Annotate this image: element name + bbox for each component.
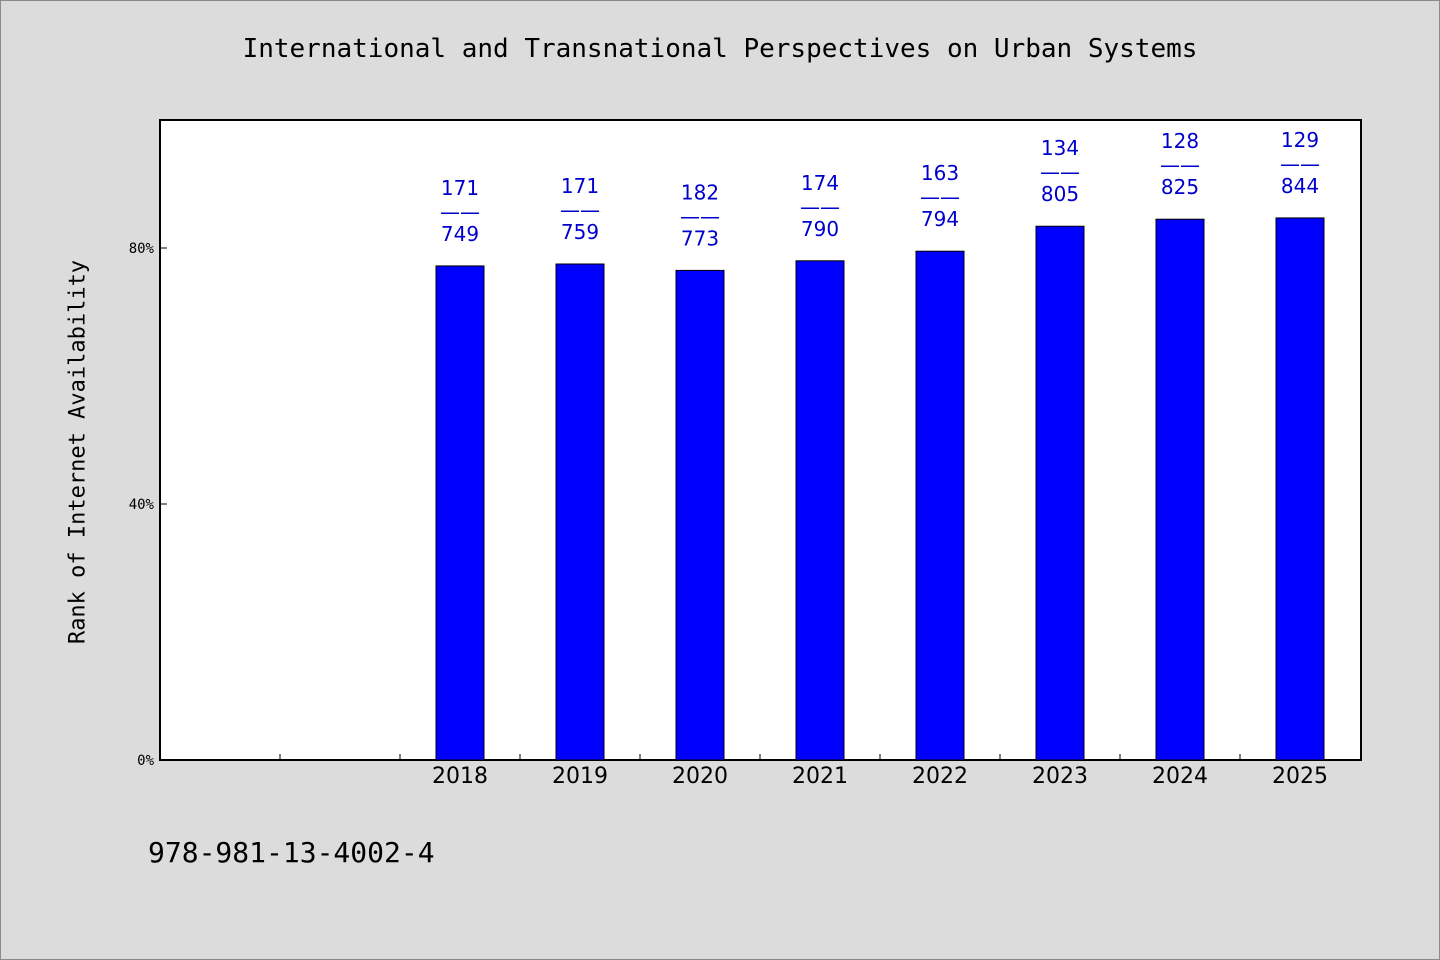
x-tick-label: 2018 bbox=[432, 764, 488, 789]
bar bbox=[1035, 225, 1085, 761]
x-tick-label: 2024 bbox=[1152, 764, 1208, 789]
isbn-text: 978-981-13-4002-4 bbox=[148, 836, 435, 869]
x-tick-label: 2019 bbox=[552, 764, 608, 789]
data-label-bottom: 749 bbox=[441, 222, 479, 246]
y-tick-label: 40% bbox=[129, 497, 155, 513]
data-label-top: 129 bbox=[1281, 128, 1319, 152]
bar bbox=[675, 269, 725, 761]
x-tick-label: 2022 bbox=[912, 764, 968, 789]
data-label-bottom: 773 bbox=[681, 226, 719, 250]
data-label-bottom: 825 bbox=[1161, 175, 1199, 199]
data-label-top: 174 bbox=[801, 171, 839, 195]
y-tick-label: 0% bbox=[137, 753, 154, 769]
data-label-separator: —— bbox=[920, 185, 960, 209]
x-tick-label: 2021 bbox=[792, 764, 848, 789]
data-label-top: 182 bbox=[681, 180, 719, 204]
x-tick-label: 2025 bbox=[1272, 764, 1328, 789]
bar bbox=[1275, 217, 1325, 761]
data-label-bottom: 844 bbox=[1281, 174, 1319, 198]
data-label-top: 163 bbox=[921, 161, 959, 185]
data-label-separator: —— bbox=[1040, 160, 1080, 184]
data-label-separator: —— bbox=[1160, 153, 1200, 177]
data-label-separator: —— bbox=[680, 204, 720, 228]
data-label-bottom: 759 bbox=[561, 220, 599, 244]
y-tick-label: 80% bbox=[129, 241, 155, 257]
data-label-top: 171 bbox=[561, 174, 599, 198]
data-label-top: 128 bbox=[1161, 129, 1199, 153]
data-label-separator: —— bbox=[440, 200, 480, 224]
data-label-bottom: 790 bbox=[801, 217, 839, 241]
data-label-separator: —— bbox=[800, 195, 840, 219]
bar bbox=[555, 263, 605, 761]
data-label-separator: —— bbox=[560, 198, 600, 222]
data-label-separator: —— bbox=[1280, 152, 1320, 176]
bar bbox=[435, 265, 485, 761]
bar bbox=[1155, 218, 1205, 761]
data-label-bottom: 794 bbox=[921, 207, 959, 231]
data-label-top: 134 bbox=[1041, 136, 1079, 160]
data-label-top: 171 bbox=[441, 176, 479, 200]
x-tick-label: 2020 bbox=[672, 764, 728, 789]
bar bbox=[915, 250, 965, 761]
chart-title: International and Transnational Perspect… bbox=[242, 34, 1198, 64]
data-label-bottom: 805 bbox=[1041, 182, 1079, 206]
bar bbox=[795, 260, 845, 761]
x-tick-label: 2023 bbox=[1032, 764, 1088, 789]
